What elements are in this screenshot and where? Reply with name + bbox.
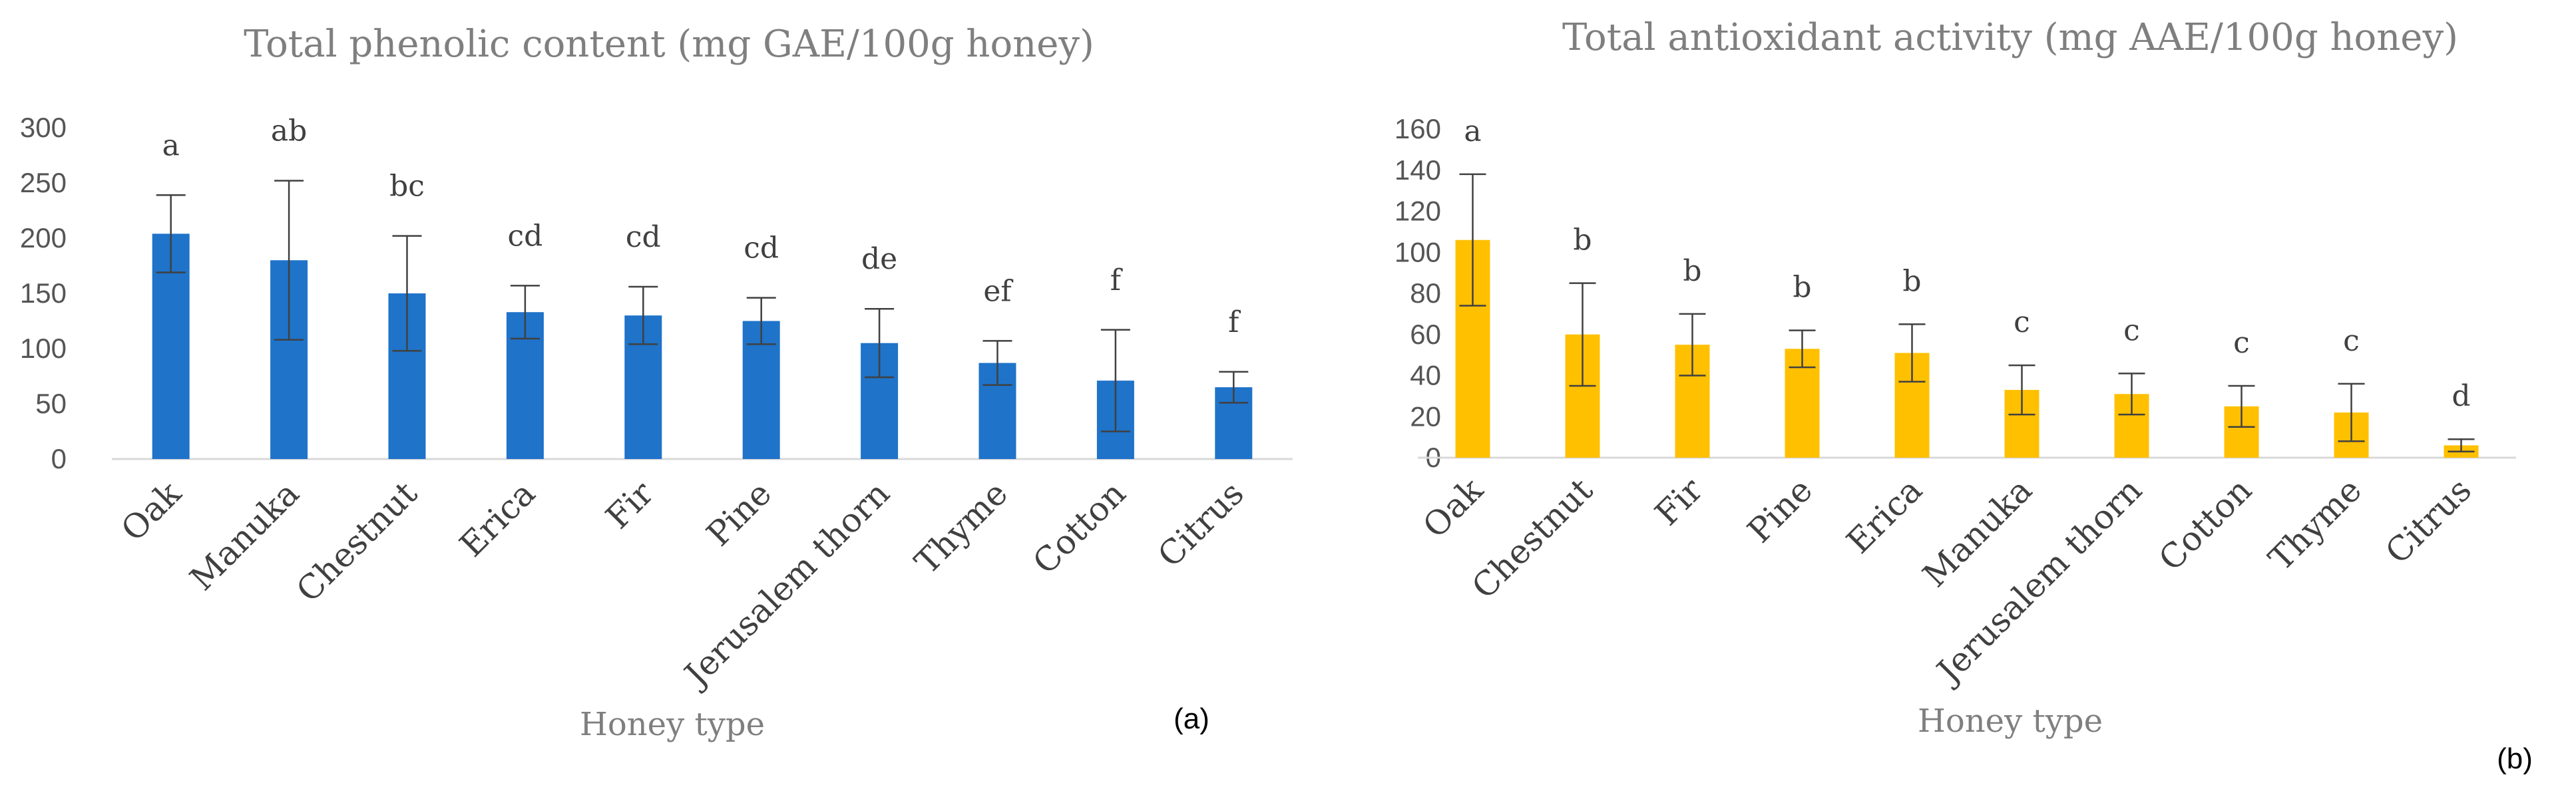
significance-letter: ef [983, 274, 1013, 308]
significance-letter: f [1228, 305, 1241, 339]
significance-letter: b [1683, 254, 1701, 288]
category-label: Jerusalem thorn [675, 474, 897, 695]
error-bars [156, 180, 1249, 432]
chart-panel-b: Total antioxidant activity (mg AAE/100g … [1395, 16, 2533, 775]
error-bar [2118, 373, 2145, 416]
panel-label: (a) [1174, 703, 1209, 735]
error-bars [1459, 173, 2475, 452]
chart-title: Total antioxidant activity (mg AAE/100g … [1562, 16, 2458, 59]
y-tick-label: 250 [20, 167, 67, 198]
error-bar [1569, 282, 1596, 387]
y-tick-label: 100 [20, 333, 67, 364]
significance-letter: b [1902, 264, 1921, 298]
error-bar [274, 180, 304, 341]
bar-series [1455, 239, 2479, 458]
y-tick-label: 160 [1395, 113, 1441, 144]
significance-letter: b [1573, 224, 1592, 257]
error-bar [392, 235, 422, 352]
error-bar [1459, 173, 1486, 307]
significance-letter: b [1793, 271, 1811, 305]
significance-letter: d [2452, 379, 2470, 413]
error-bar [1100, 329, 1130, 432]
y-tick-label: 20 [1410, 400, 1441, 432]
y-tick-label: 100 [1395, 236, 1441, 267]
y-tick-label: 60 [1410, 319, 1441, 350]
error-bar [1898, 323, 1926, 383]
x-axis-label: Honey type [1918, 703, 2103, 740]
error-bar [510, 285, 540, 340]
error-bar [982, 340, 1012, 387]
significance-letter: bc [389, 170, 425, 204]
chart-panel-a: Total phenolic content (mg GAE/100g hone… [20, 23, 1293, 743]
significance-letter: a [162, 128, 180, 162]
significance-letters: a ab bc cd cd cd de ef f f [162, 114, 1241, 339]
category-label: Fir [1647, 470, 1710, 533]
category-label: Cotton [1026, 474, 1134, 581]
category-label: Pine [1740, 470, 1820, 550]
error-bar [156, 194, 186, 273]
panel-label: (b) [2497, 742, 2533, 775]
error-bar [865, 307, 895, 379]
y-axis: 0 50 100 150 200 250 300 [20, 112, 67, 474]
error-bar [628, 285, 658, 345]
significance-letter: c [2014, 305, 2030, 339]
category-label: Fir [598, 474, 661, 536]
category-label: Pine [699, 474, 779, 553]
significance-letter: cd [744, 232, 779, 265]
category-label: Cotton [2151, 470, 2259, 578]
error-bar [1679, 313, 1706, 377]
category-label: Erica [452, 474, 542, 564]
significance-letter: ab [271, 114, 307, 148]
error-bar [1789, 329, 1816, 369]
category-label: Chestnut [289, 474, 425, 609]
error-bar [746, 297, 776, 345]
category-label: Chestnut [1464, 470, 1600, 606]
significance-letters: a b b b b c c c c d [1464, 114, 2470, 413]
significance-letter: c [2343, 324, 2360, 358]
x-axis-label: Honey type [580, 706, 765, 743]
y-tick-label: 40 [1410, 360, 1441, 391]
y-tick-label: 140 [1395, 154, 1441, 186]
significance-letter: c [2233, 326, 2250, 360]
error-bar [2228, 385, 2255, 428]
error-bar [2448, 438, 2475, 452]
y-tick-label: 0 [51, 443, 67, 474]
significance-letter: cd [626, 220, 661, 254]
y-tick-label: 150 [20, 277, 67, 309]
y-tick-label: 200 [20, 222, 67, 253]
error-bar [2008, 364, 2036, 416]
y-tick-label: 120 [1395, 196, 1441, 227]
category-label: Jerusalem thorn [1928, 470, 2149, 692]
significance-letter: c [2123, 313, 2140, 347]
bar-series [152, 234, 1253, 459]
category-label: Thyme [2261, 470, 2369, 578]
category-label: Erica [1839, 470, 1930, 561]
category-label: Thyme [907, 474, 1015, 581]
significance-letter: f [1110, 263, 1123, 297]
category-label: Oak [1415, 470, 1490, 546]
y-tick-label: 80 [1410, 277, 1441, 309]
chart-title: Total phenolic content (mg GAE/100g hone… [244, 23, 1094, 66]
significance-letter: de [861, 242, 897, 276]
category-label: Citrus [2378, 470, 2479, 571]
category-label: Citrus [1150, 474, 1251, 574]
y-tick-label: 50 [35, 388, 67, 419]
y-tick-label: 300 [20, 112, 67, 143]
error-bar [1219, 371, 1249, 404]
significance-letter: cd [507, 219, 542, 253]
error-bar [2338, 383, 2365, 442]
category-label: Oak [114, 474, 189, 549]
category-label: Manuka [182, 474, 306, 597]
significance-letter: a [1464, 114, 1481, 148]
